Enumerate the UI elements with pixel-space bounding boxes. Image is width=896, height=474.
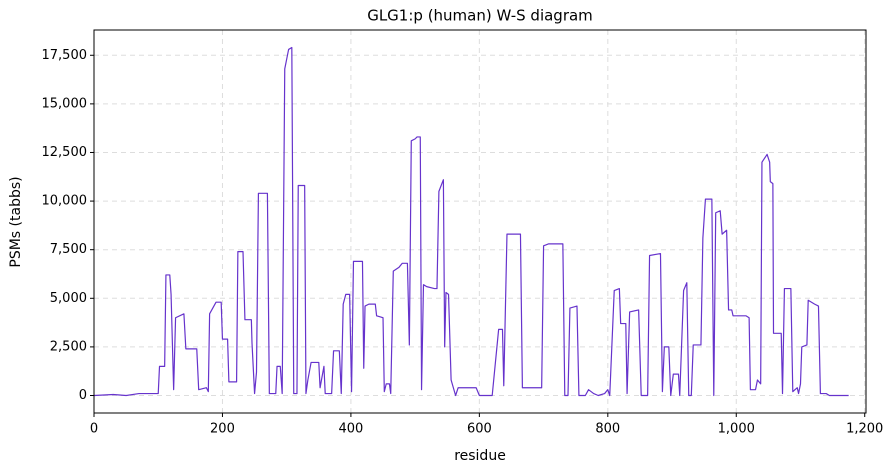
x-tick-label: 600 bbox=[467, 422, 492, 437]
y-tick-label: 15,000 bbox=[42, 96, 88, 111]
chart-title: GLG1:p (human) W-S diagram bbox=[367, 7, 593, 25]
x-tick-label: 200 bbox=[210, 422, 235, 437]
y-tick-label: 5,000 bbox=[50, 291, 87, 306]
x-axis-label: residue bbox=[454, 448, 506, 464]
y-tick-label: 10,000 bbox=[42, 194, 88, 209]
x-tick-label: 1,000 bbox=[718, 422, 755, 437]
y-tick-label: 12,500 bbox=[42, 145, 88, 160]
x-tick-label: 0 bbox=[90, 422, 98, 437]
y-tick-label: 0 bbox=[79, 388, 87, 403]
y-tick-label: 7,500 bbox=[50, 242, 87, 257]
x-tick-label: 800 bbox=[595, 422, 620, 437]
data-line bbox=[93, 46, 849, 397]
y-tick-label: 2,500 bbox=[50, 339, 87, 354]
y-tick-label: 17,500 bbox=[42, 48, 88, 63]
x-tick-label: 400 bbox=[338, 422, 363, 437]
plot-frame bbox=[93, 29, 867, 414]
x-tick-label: 1,200 bbox=[846, 422, 883, 437]
y-axis-label: PSMs (tabbs) bbox=[8, 176, 24, 267]
